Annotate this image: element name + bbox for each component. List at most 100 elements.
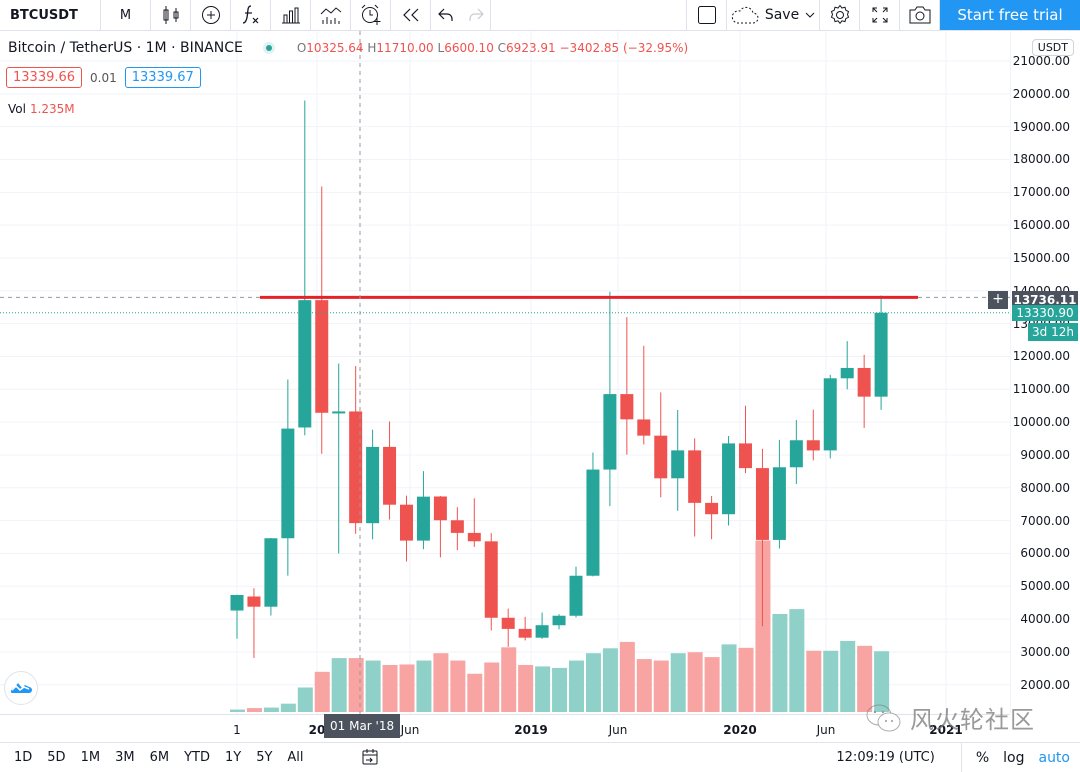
volume-bar (297, 687, 313, 712)
buy-price-button[interactable]: 13339.67 (124, 67, 201, 88)
price-axis[interactable]: USDT 21000.00 20000.00 19000.00 18000.00 170… (1010, 31, 1080, 714)
replay-button[interactable] (391, 0, 431, 30)
range-button-5y[interactable]: 5Y (256, 749, 273, 765)
candle (450, 520, 464, 533)
alert-button[interactable] (351, 0, 391, 30)
volume-bar (772, 614, 788, 712)
volume-bar (670, 653, 686, 712)
candle (654, 435, 668, 479)
candle (400, 504, 413, 541)
time-axis-label: 2021 (929, 723, 963, 737)
currency-button[interactable]: USDT (1031, 39, 1074, 56)
start-free-trial-button[interactable]: Start free trial (940, 0, 1080, 30)
alarm-add-icon (361, 4, 380, 25)
market-status-icon (262, 42, 275, 54)
range-button-1y[interactable]: 1Y (224, 749, 242, 765)
indicators-fx-icon (242, 5, 258, 24)
save-label: Save (764, 7, 800, 23)
redo-icon[interactable] (468, 8, 484, 22)
clock-timezone[interactable]: 12:09:19 (UTC) (836, 750, 935, 765)
sell-price-button[interactable]: 13339.66 (6, 67, 83, 88)
log-scale-toggle[interactable]: log (1003, 749, 1025, 766)
price-axis-label: 19000.00 (1012, 119, 1070, 134)
volume-bar (314, 671, 330, 712)
range-button-5d[interactable]: 5D (47, 749, 66, 765)
range-button-6m[interactable]: 6M (149, 749, 170, 765)
volume-bar (653, 660, 669, 712)
volume-bar (687, 652, 703, 712)
candle (840, 367, 854, 379)
add-price-plus-button[interactable]: + (988, 291, 1008, 309)
replay-icon (402, 8, 418, 22)
candle (281, 428, 295, 539)
auto-scale-toggle[interactable]: auto (1038, 749, 1070, 766)
volume-bar (263, 707, 279, 712)
volume-bar (348, 658, 364, 712)
percent-scale-toggle[interactable]: % (975, 749, 990, 766)
price-axis-label: 7000.00 (1020, 513, 1070, 528)
candles-icon (163, 6, 178, 24)
candle (349, 411, 363, 524)
volume-bar (585, 653, 601, 712)
candle (366, 446, 380, 524)
volume-legend: Vol 1.235M (8, 102, 75, 116)
price-axis-label: 11000.00 (1012, 382, 1070, 397)
volume-bar (857, 645, 873, 712)
candle (416, 496, 430, 541)
fullscreen-icon (872, 7, 887, 23)
interval-button[interactable]: M (101, 0, 151, 30)
volume-bar (467, 673, 483, 712)
layout-button[interactable] (687, 0, 727, 30)
price-axis-label: 15000.00 (1012, 250, 1070, 265)
time-axis-label: 20 (308, 723, 326, 737)
price-axis-label: 2000.00 (1020, 677, 1070, 692)
time-axis-label: 1 (233, 723, 241, 737)
bottom-right-controls: 12:09:19 (UTC) % log auto (836, 743, 1080, 772)
bottom-toolbar: 1D 5D 1M 3M 6M YTD 1Y 5Y All 12:09:19 (UTC) % lo… (0, 742, 1080, 772)
range-button-all[interactable]: All (287, 749, 304, 765)
price-axis-label: 18000.00 (1012, 152, 1070, 167)
goto-date-icon[interactable] (361, 748, 379, 766)
candle (535, 625, 549, 638)
volume-bar (552, 667, 568, 712)
tradingview-logo[interactable] (4, 671, 38, 705)
range-button-1d[interactable]: 1D (14, 749, 33, 765)
volume-bar (636, 659, 652, 712)
fullscreen-button[interactable] (860, 0, 900, 30)
price-axis-label: 20000.00 (1012, 86, 1070, 101)
time-axis[interactable]: 1 20 Jun 2019 Jun 2020 Jun 2021 (0, 714, 1010, 742)
candle (603, 394, 617, 470)
candle (264, 538, 278, 607)
save-button[interactable]: Save (727, 0, 820, 30)
range-button-3m[interactable]: 3M (115, 749, 135, 765)
indicators-button[interactable] (231, 0, 271, 30)
price-chart-canvas[interactable] (0, 31, 1010, 714)
divider (960, 743, 962, 772)
bar-chart-icon (281, 7, 300, 24)
price-axis-label: 8000.00 (1020, 480, 1070, 495)
snapshot-button[interactable] (900, 0, 940, 30)
symbol-title[interactable]: Bitcoin / TetherUS · 1M · BINANCE (8, 40, 243, 56)
compare-button[interactable] (311, 0, 351, 30)
settings-button[interactable] (820, 0, 860, 30)
price-axis-label: 16000.00 (1012, 218, 1070, 233)
price-axis-label: 21000.00 (1012, 54, 1070, 68)
price-axis-label: 12000.00 (1012, 349, 1070, 364)
volume-bar (246, 708, 262, 712)
volume-bar (721, 644, 737, 712)
chart-type-button[interactable] (151, 0, 191, 30)
add-compare-button[interactable] (191, 0, 231, 30)
volume-bar (365, 660, 381, 712)
range-button-ytd[interactable]: YTD (184, 749, 210, 765)
candle (332, 411, 346, 414)
financials-button[interactable] (271, 0, 311, 30)
range-button-1m[interactable]: 1M (80, 749, 101, 765)
candle (772, 467, 786, 540)
undo-icon[interactable] (437, 8, 454, 22)
volume-bar (331, 658, 347, 712)
volume-bar (840, 640, 856, 712)
symbol-search-button[interactable]: BTCUSDT (0, 0, 101, 30)
volume-bar (704, 657, 720, 712)
candle (383, 446, 397, 505)
volume-bar (450, 660, 466, 712)
